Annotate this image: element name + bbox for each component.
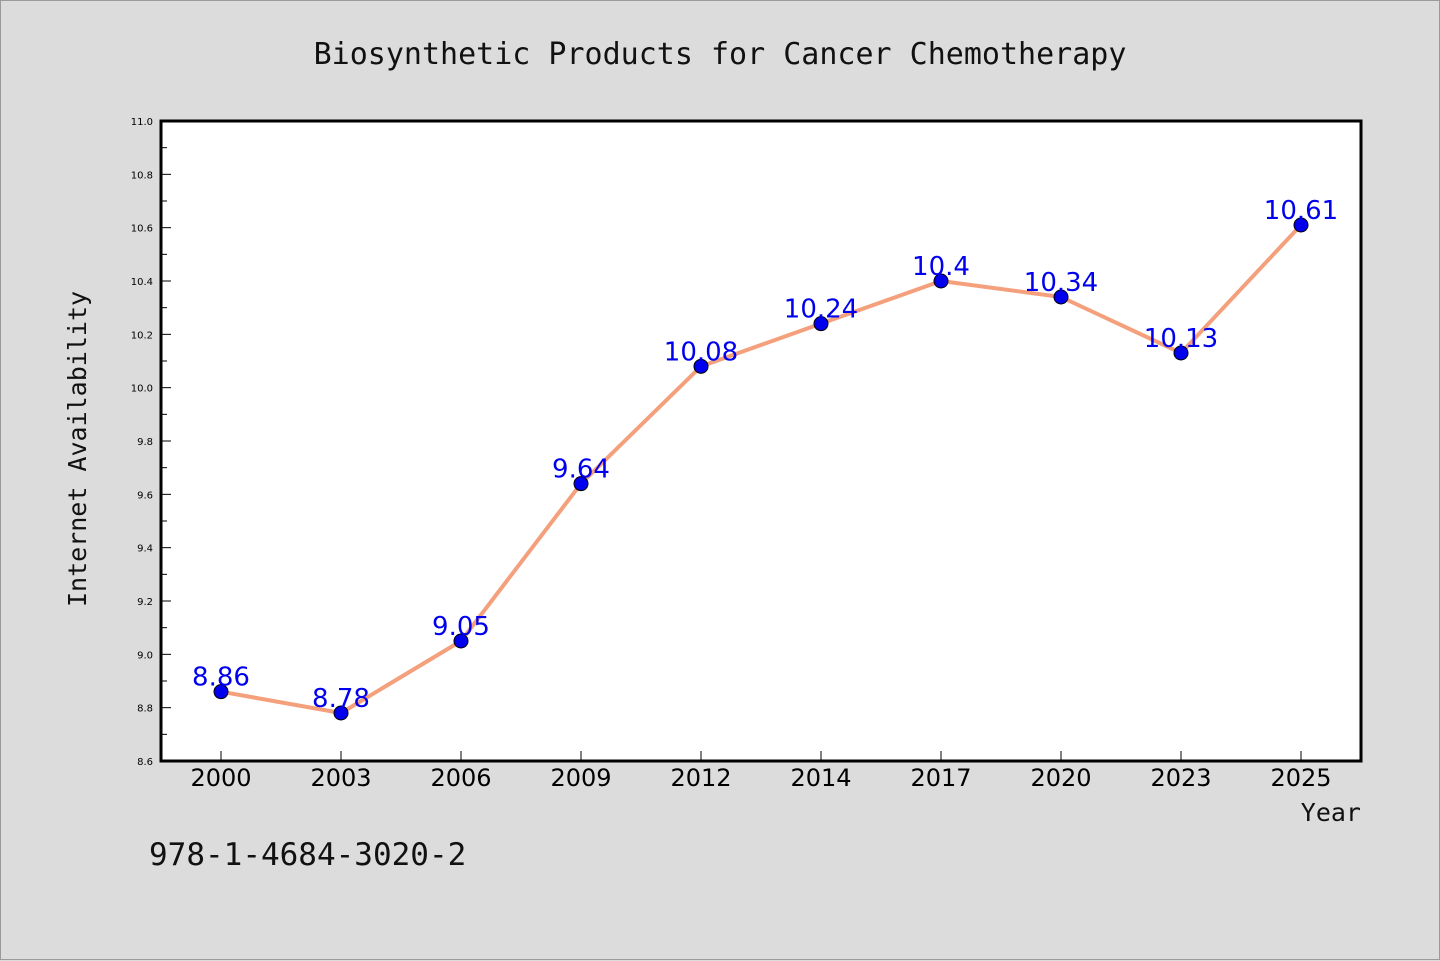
data-point-marker bbox=[933, 273, 949, 289]
y-tick-label: 10.6 bbox=[131, 224, 153, 235]
x-tick-label: 2020 bbox=[1030, 764, 1091, 792]
data-point-marker bbox=[333, 705, 349, 721]
y-tick-label: 9.2 bbox=[137, 597, 153, 608]
data-point-marker bbox=[1293, 217, 1309, 233]
data-label: 8.78 bbox=[312, 684, 370, 714]
y-axis: 8.6 8.8 9.0 9.2 9.4 9.6 9.8 10.0 10.2 10.4 10.6 10.… bbox=[131, 117, 171, 768]
chart-title: Biosynthetic Products for Cancer Chemoth… bbox=[314, 37, 1127, 72]
data-label: 10.08 bbox=[664, 337, 738, 367]
isbn-footnote: 978-1-4684-3020-2 bbox=[149, 837, 466, 873]
x-tick-label: 2025 bbox=[1270, 764, 1331, 792]
data-point-marker bbox=[213, 684, 229, 700]
data-point-marker bbox=[1173, 345, 1189, 361]
y-tick-label: 10.8 bbox=[131, 170, 153, 181]
x-tick-label: 2017 bbox=[910, 764, 971, 792]
y-tick-label: 8.8 bbox=[137, 704, 153, 715]
data-label: 10.34 bbox=[1024, 268, 1098, 298]
data-point-marker bbox=[813, 316, 829, 332]
x-axis-label: Year bbox=[1301, 798, 1361, 827]
y-tick-label: 9.0 bbox=[137, 650, 153, 661]
series-line bbox=[220, 223, 1303, 715]
y-tick-label: 10.0 bbox=[131, 384, 153, 395]
x-tick-label: 2023 bbox=[1150, 764, 1211, 792]
plot-area bbox=[159, 119, 1363, 763]
x-tick-label: 2006 bbox=[430, 764, 491, 792]
data-point-marker bbox=[453, 633, 469, 649]
data-point-marker bbox=[1053, 289, 1069, 305]
data-label: 9.64 bbox=[552, 455, 610, 485]
series-group bbox=[213, 217, 1309, 721]
data-point-marker bbox=[573, 476, 589, 492]
data-label: 10.24 bbox=[784, 295, 858, 325]
data-label: 8.86 bbox=[192, 663, 250, 693]
data-label: 10.61 bbox=[1264, 196, 1338, 226]
data-labels: 8.86 8.78 9.05 9.64 10.08 10.24 10.4 10.34 10.13… bbox=[192, 196, 1338, 714]
y-tick-label: 9.4 bbox=[137, 544, 153, 555]
data-point-marker bbox=[693, 358, 709, 374]
y-tick-label: 9.6 bbox=[137, 490, 153, 501]
y-axis-label: Internet Availability bbox=[63, 291, 92, 607]
y-tick-label: 11.0 bbox=[131, 117, 153, 128]
x-axis: 2000 2003 2006 2009 2012 2014 2017 2020 2023 2025 bbox=[190, 751, 1332, 792]
x-tick-label: 2009 bbox=[550, 764, 611, 792]
data-label: 10.13 bbox=[1144, 324, 1218, 354]
data-label: 9.05 bbox=[432, 612, 490, 642]
x-tick-label: 2014 bbox=[790, 764, 851, 792]
y-tick-label: 8.6 bbox=[137, 757, 153, 768]
x-tick-label: 2003 bbox=[310, 764, 371, 792]
data-label: 10.4 bbox=[912, 252, 970, 282]
x-tick-label: 2000 bbox=[190, 764, 251, 792]
x-tick-label: 2012 bbox=[670, 764, 731, 792]
y-tick-label: 9.8 bbox=[137, 437, 153, 448]
y-tick-label: 10.4 bbox=[131, 277, 153, 288]
y-tick-label: 10.2 bbox=[131, 330, 153, 341]
